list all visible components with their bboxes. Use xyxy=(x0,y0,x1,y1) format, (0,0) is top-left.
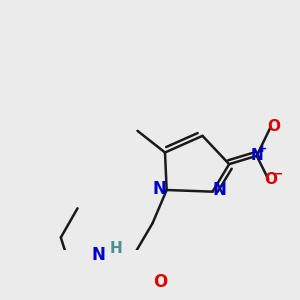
Text: O: O xyxy=(264,172,277,187)
Text: −: − xyxy=(273,168,284,181)
Text: N: N xyxy=(213,182,226,200)
Text: N: N xyxy=(250,148,263,163)
Text: O: O xyxy=(267,119,280,134)
Text: N: N xyxy=(153,180,166,198)
Text: N: N xyxy=(92,246,105,264)
Text: +: + xyxy=(258,144,268,154)
Text: O: O xyxy=(153,273,167,291)
Text: H: H xyxy=(109,241,122,256)
